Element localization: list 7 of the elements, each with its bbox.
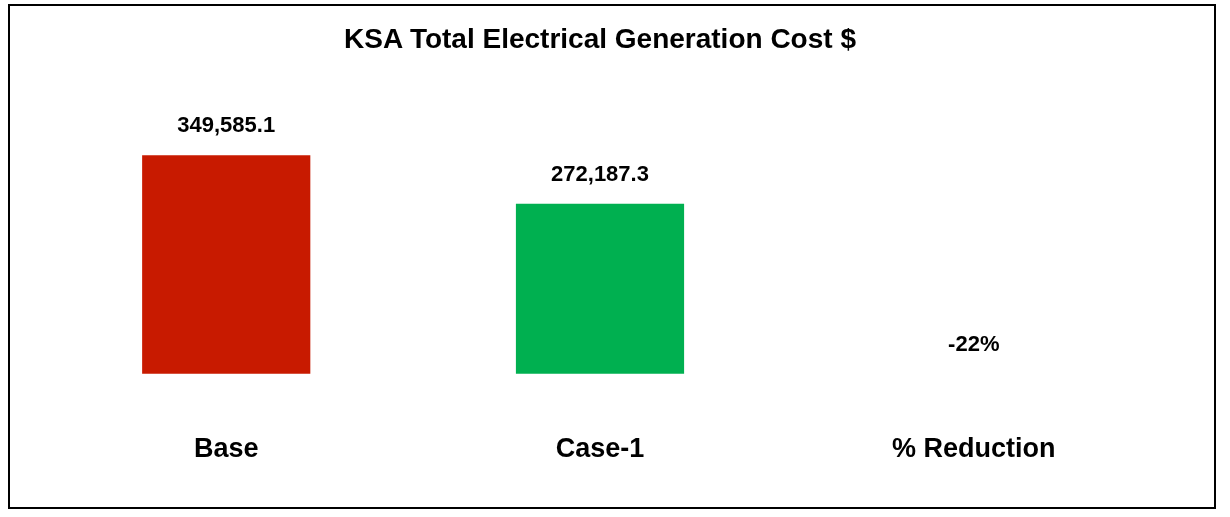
x-tick-label: Base bbox=[193, 432, 259, 463]
x-tick-label: % Reduction bbox=[892, 432, 1056, 463]
data-label: 349,585.1 bbox=[177, 112, 276, 138]
data-label: 272,187.3 bbox=[551, 160, 649, 186]
data-label: -22% bbox=[948, 330, 1000, 356]
chart-title: KSA Total Electrical Generation Cost $ bbox=[344, 23, 857, 55]
x-tick-label: Case-1 bbox=[555, 432, 645, 463]
